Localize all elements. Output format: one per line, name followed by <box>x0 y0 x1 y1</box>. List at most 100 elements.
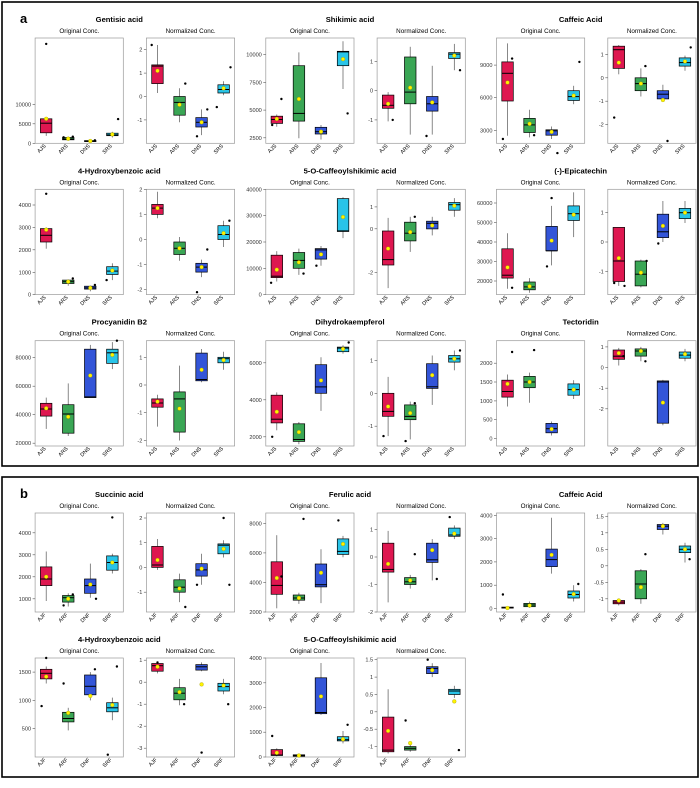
svg-text:1.5: 1.5 <box>596 514 604 520</box>
svg-text:1: 1 <box>139 212 142 218</box>
svg-text:Normalized Conc.: Normalized Conc. <box>396 331 446 338</box>
svg-text:Ferulic acid: Ferulic acid <box>329 490 372 499</box>
svg-text:-1: -1 <box>368 424 373 430</box>
svg-text:1: 1 <box>139 355 142 361</box>
svg-text:-3: -3 <box>137 746 142 752</box>
svg-text:-1: -1 <box>137 118 142 124</box>
svg-text:1: 1 <box>370 59 373 65</box>
svg-text:Original Conc.: Original Conc. <box>521 179 561 186</box>
svg-text:2000: 2000 <box>480 560 492 566</box>
svg-text:0: 0 <box>370 710 373 716</box>
svg-text:Shikimic acid: Shikimic acid <box>326 15 375 24</box>
svg-text:Original Conc.: Original Conc. <box>59 331 99 338</box>
svg-text:-0.5: -0.5 <box>594 580 604 586</box>
svg-text:Original Conc.: Original Conc. <box>290 648 330 655</box>
svg-text:-0.5: -0.5 <box>363 727 373 733</box>
svg-text:Tectoridin: Tectoridin <box>563 318 600 327</box>
svg-text:4000: 4000 <box>19 203 31 209</box>
svg-text:1: 1 <box>139 658 142 664</box>
svg-text:6000: 6000 <box>249 361 261 367</box>
svg-text:4-Hydroxybenzoic acid: 4-Hydroxybenzoic acid <box>78 635 161 644</box>
svg-text:-1: -1 <box>599 386 604 392</box>
svg-text:-1: -1 <box>368 583 373 589</box>
svg-text:0: 0 <box>139 383 142 389</box>
svg-text:4000: 4000 <box>249 398 261 404</box>
svg-text:10000: 10000 <box>246 53 262 59</box>
svg-text:2000: 2000 <box>249 435 261 441</box>
svg-text:-1: -1 <box>137 702 142 708</box>
svg-text:1500: 1500 <box>480 380 492 386</box>
svg-text:Caffeic Acid: Caffeic Acid <box>559 490 603 499</box>
svg-text:Original Conc.: Original Conc. <box>521 331 561 338</box>
svg-text:4000: 4000 <box>249 656 261 662</box>
svg-text:Caffeic Acid: Caffeic Acid <box>559 15 603 24</box>
svg-text:1500: 1500 <box>19 670 31 676</box>
svg-text:Dihydrokaempferol: Dihydrokaempferol <box>315 318 384 327</box>
svg-text:2000: 2000 <box>19 575 31 581</box>
svg-text:40000: 40000 <box>477 240 493 246</box>
svg-text:4000: 4000 <box>19 531 31 537</box>
svg-text:500: 500 <box>483 418 492 424</box>
svg-text:Original Conc.: Original Conc. <box>290 179 330 186</box>
svg-text:1000: 1000 <box>480 399 492 405</box>
svg-text:Gentisic acid: Gentisic acid <box>96 15 144 24</box>
svg-text:Normalized Conc.: Normalized Conc. <box>627 28 677 35</box>
svg-text:-2: -2 <box>137 288 142 294</box>
svg-text:1: 1 <box>370 675 373 681</box>
svg-text:-2: -2 <box>368 610 373 616</box>
svg-text:2000: 2000 <box>480 361 492 367</box>
svg-text:0: 0 <box>601 240 604 246</box>
svg-text:1000: 1000 <box>19 597 31 603</box>
svg-text:-1: -1 <box>137 590 142 596</box>
svg-text:5-O-Caffeoylshikimic acid: 5-O-Caffeoylshikimic acid <box>304 166 397 175</box>
svg-text:1000: 1000 <box>480 583 492 589</box>
svg-text:Original Conc.: Original Conc. <box>59 179 99 186</box>
svg-text:Original Conc.: Original Conc. <box>59 648 99 655</box>
svg-text:1000: 1000 <box>249 730 261 736</box>
svg-text:Original Conc.: Original Conc. <box>59 28 99 35</box>
svg-text:1: 1 <box>370 358 373 364</box>
svg-text:0: 0 <box>601 76 604 82</box>
svg-text:5-O-Caffeoylshikimic acid: 5-O-Caffeoylshikimic acid <box>304 635 397 644</box>
svg-text:2000: 2000 <box>19 248 31 254</box>
svg-text:4000: 4000 <box>480 513 492 519</box>
svg-text:60000: 60000 <box>477 201 493 207</box>
svg-text:0: 0 <box>259 755 262 761</box>
svg-text:30000: 30000 <box>477 260 493 266</box>
svg-text:3000: 3000 <box>480 128 492 134</box>
svg-text:1: 1 <box>139 71 142 77</box>
svg-text:1: 1 <box>370 205 373 211</box>
svg-text:1: 1 <box>601 345 604 351</box>
svg-text:-1: -1 <box>137 263 142 269</box>
svg-text:2: 2 <box>139 516 142 522</box>
svg-text:-2: -2 <box>137 439 142 445</box>
svg-text:Normalized Conc.: Normalized Conc. <box>627 331 677 338</box>
svg-text:-1: -1 <box>368 118 373 124</box>
svg-text:Normalized Conc.: Normalized Conc. <box>396 28 446 35</box>
svg-text:3000: 3000 <box>480 537 492 543</box>
svg-text:7500: 7500 <box>249 80 261 86</box>
svg-text:Original Conc.: Original Conc. <box>59 503 99 510</box>
svg-text:-1: -1 <box>137 411 142 417</box>
svg-text:0: 0 <box>601 366 604 372</box>
svg-text:8000: 8000 <box>249 521 261 527</box>
svg-text:20000: 20000 <box>246 240 262 246</box>
svg-text:1: 1 <box>601 211 604 217</box>
svg-text:9000: 9000 <box>480 63 492 69</box>
svg-text:1000: 1000 <box>19 698 31 704</box>
svg-text:0: 0 <box>370 555 373 561</box>
svg-text:Normalized Conc.: Normalized Conc. <box>166 179 216 186</box>
svg-text:1: 1 <box>601 52 604 58</box>
svg-text:80000: 80000 <box>16 356 32 362</box>
svg-text:2: 2 <box>139 187 142 193</box>
svg-text:Normalized Conc.: Normalized Conc. <box>627 503 677 510</box>
svg-text:6000: 6000 <box>480 96 492 102</box>
svg-text:0: 0 <box>601 564 604 570</box>
svg-text:1: 1 <box>139 541 142 547</box>
svg-text:Normalized Conc.: Normalized Conc. <box>396 503 446 510</box>
svg-text:3000: 3000 <box>19 553 31 559</box>
svg-text:-1: -1 <box>599 269 604 275</box>
svg-text:-1: -1 <box>599 99 604 105</box>
svg-text:Procyanidin B2: Procyanidin B2 <box>92 318 147 327</box>
svg-text:-2: -2 <box>368 271 373 277</box>
